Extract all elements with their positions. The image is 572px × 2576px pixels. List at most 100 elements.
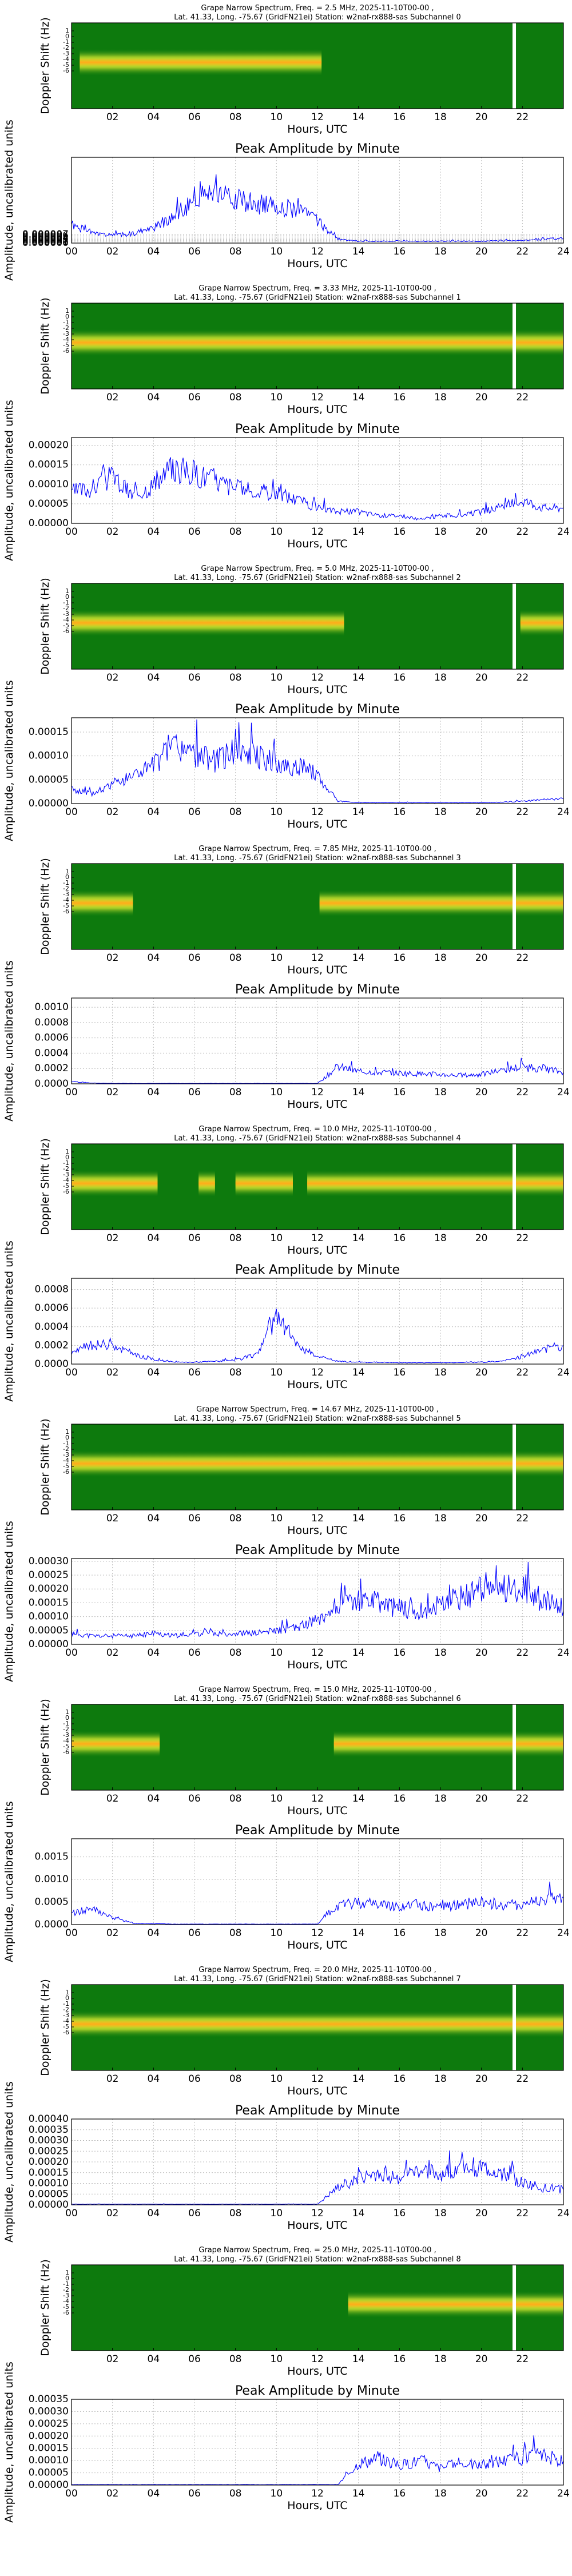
amplitude-ytick: 0.0006 [35,1302,69,1314]
spectrum-xtick: 04 [148,392,160,403]
amplitude-xtick: 02 [106,806,119,818]
spectrum-subtitle: Lat. 41.33, Long. -75.67 (GridFN21ei) St… [174,13,461,22]
amplitude-xtick: 14 [352,2208,365,2219]
spectrum-ytick: -1 [63,1159,69,1167]
amplitude-ylabel: Amplitude, uncalibrated units [3,1521,15,1682]
spectrum-xtick: 16 [394,2354,406,2365]
amplitude-chart: Peak Amplitude by Minute 00 02 04 06 08 10 12 14… [3,680,570,841]
amplitude-ytick: 0.00005 [29,2188,69,2200]
spectrum-xtick: 02 [106,1793,119,1804]
amplitude-xtick: 04 [148,1647,160,1659]
amplitude-xtick: 22 [517,1927,529,1939]
amplitude-xtick: 20 [475,1087,488,1098]
spectrum-ytick: 0 [65,1154,69,1161]
spectrum-ytick: -5 [63,1743,69,1750]
amplitude-xtick: 16 [394,246,406,257]
amplitude-xtick: 08 [229,2208,242,2219]
amplitude-xtick: 04 [148,1087,160,1098]
amplitude-xtick: 22 [517,246,529,257]
amplitude-xtick: 00 [65,806,78,818]
spectrum-xtick: 06 [188,952,201,964]
amplitude-line [71,174,564,243]
carrier-peak [72,618,344,627]
spectrum-chart: Grape Narrow Spectrum, Freq. = 14.67 MHz… [39,1405,564,1537]
amplitude-ylabel: Amplitude, uncalibrated units [3,1241,15,1402]
spectrum-xtick: 02 [106,392,119,403]
spectrum-ytick: 1 [65,307,69,315]
spectrum-xtick: 20 [475,672,488,683]
spectrum-ylabel: Doppler Shift (Hz) [39,297,51,395]
spectrum-ytick: 0 [65,33,69,40]
spectrum-ytick: -4 [63,2017,69,2025]
amplitude-xtick: 12 [311,1647,324,1659]
amplitude-xtick: 02 [106,246,119,257]
amplitude-ytick: 0.000004 [22,232,69,244]
data-gap [513,1144,516,1230]
spectrum-ytick: -1 [63,38,69,46]
spectrum-xtick: 02 [106,2354,119,2365]
spectrum-ytick: -4 [63,896,69,904]
spectrum-xtick: 22 [517,1513,529,1524]
amplitude-xtick: 04 [148,2488,160,2499]
spectrum-xtick: 20 [475,2073,488,2085]
amplitude-frame [71,157,564,244]
spectrum-ytick: -4 [63,616,69,623]
data-gap [513,2265,516,2351]
amplitude-xtick: 04 [148,2208,160,2219]
spectrum-ytick: 0 [65,1994,69,2002]
amplitude-xtick: 12 [311,246,324,257]
spectrum-xlabel: Hours, UTC [287,2085,347,2097]
carrier-peak [72,2020,563,2029]
spectrum-ytick: -2 [63,1726,69,1733]
amplitude-line [71,1561,564,1639]
spectrum-xtick: 20 [475,952,488,964]
spectrum-ytick: 0 [65,313,69,320]
amplitude-line [72,1881,564,1925]
amplitude-xtick: 12 [311,1927,324,1939]
spectrum-chart: Grape Narrow Spectrum, Freq. = 7.85 MHz,… [39,845,564,976]
amplitude-ytick: 0.00015 [29,459,69,471]
spectrum-ytick: -2 [63,1445,69,1453]
amplitude-xtick: 12 [311,1087,324,1098]
amplitude-xtick: 24 [557,2208,570,2219]
amplitude-ytick: 0.00010 [29,2455,69,2466]
amplitude-xtick: 12 [311,2208,324,2219]
carrier-peak [307,1179,563,1188]
spectrum-ytick: 0 [65,1434,69,1441]
spectrum-xlabel: Hours, UTC [287,1804,347,1817]
spectrum-xtick: 04 [148,672,160,683]
amplitude-frame [71,1558,564,1645]
spectrum-title: Grape Narrow Spectrum, Freq. = 10.0 MHz,… [198,1125,436,1134]
spectrum-ytick: -5 [63,2023,69,2030]
amplitude-ytick: 0.0008 [35,1017,69,1028]
amplitude-xtick: 14 [352,806,365,818]
amplitude-ylabel: Amplitude, uncalibrated units [3,120,15,281]
carrier-peak [319,899,563,908]
spectrum-ytick: -2 [63,885,69,892]
amplitude-xtick: 18 [434,806,447,818]
amplitude-ytick: 0.00005 [29,1625,69,1636]
spectrum-chart: Grape Narrow Spectrum, Freq. = 5.0 MHz, … [39,565,564,696]
spectrum-ytick: -1 [63,1440,69,1447]
spectrum-title: Grape Narrow Spectrum, Freq. = 15.0 MHz,… [198,1685,436,1694]
amplitude-ytick: 0.0004 [35,1321,69,1333]
spectrum-xtick: 08 [229,1793,242,1804]
amplitude-xtick: 20 [475,526,488,538]
spectrum-ytick: -6 [63,627,69,635]
spectrum-ytick: -4 [63,336,69,343]
amplitude-xtick: 14 [352,526,365,538]
spectrum-xtick: 22 [517,2073,529,2085]
amplitude-ytick: 0.00010 [29,750,69,762]
amplitude-xtick: 18 [434,1927,447,1939]
amplitude-ytick: 0.0000 [35,1919,69,1930]
spectrum-ylabel: Doppler Shift (Hz) [39,578,51,675]
amplitude-ytick: 0.0006 [35,1032,69,1044]
spectrum-ytick: -2 [63,1165,69,1172]
amplitude-xtick: 10 [271,246,283,257]
amplitude-xtick: 00 [65,1927,78,1939]
amplitude-frame [71,437,564,524]
amplitude-ytick: 0.000007 [22,229,69,240]
spectrum-chart: Grape Narrow Spectrum, Freq. = 25.0 MHz,… [39,2246,564,2378]
spectrum-xtick: 10 [271,2073,283,2085]
